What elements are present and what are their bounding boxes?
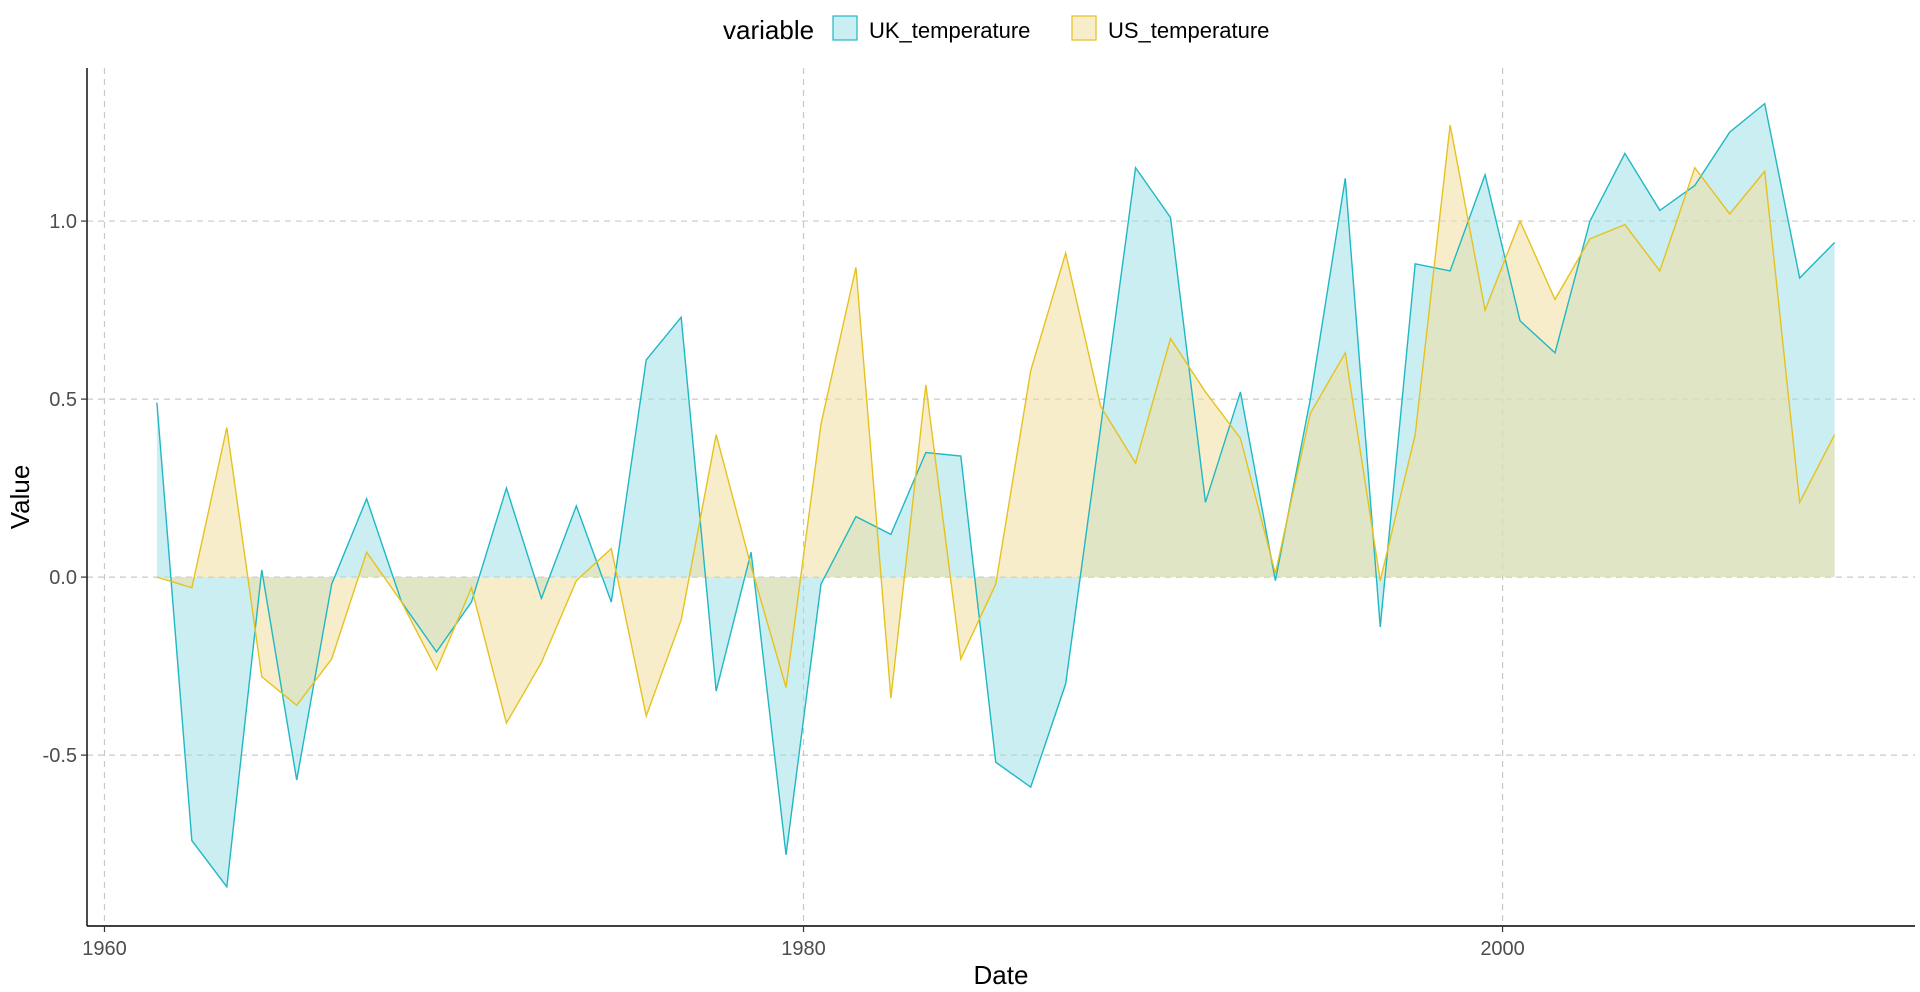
x-tick-label: 1960 [82, 938, 127, 960]
y-tick-label: 1.0 [49, 211, 77, 233]
series-areas [156, 103, 1835, 887]
line-US_temperature [156, 124, 1836, 725]
legend: variable UK_temperature US_temperature [723, 15, 1269, 45]
series-lines [156, 102, 1836, 889]
y-tick-label: -0.5 [43, 745, 77, 767]
x-axis-title: Date [974, 960, 1029, 990]
area-UK_temperature [156, 103, 1835, 887]
legend-key-US_temperature [1071, 15, 1097, 41]
line-UK_temperature [156, 102, 1836, 889]
x-tick-label: 1980 [781, 938, 826, 960]
legend-key-UK_temperature [832, 15, 858, 41]
y-tick-label: 0.0 [49, 567, 77, 589]
x-tick-label: 2000 [1480, 938, 1525, 960]
legend-label-UK_temperature: UK_temperature [869, 18, 1030, 43]
legend-title: variable [723, 15, 814, 45]
y-tick-label: 0.5 [49, 389, 77, 411]
y-axis-title: Value [5, 465, 35, 530]
axes: 1960 1980 2000 -0.5 0.0 0.5 1.0 [43, 68, 1915, 960]
area-US_temperature [156, 124, 1835, 724]
legend-label-US_temperature: US_temperature [1108, 18, 1269, 43]
